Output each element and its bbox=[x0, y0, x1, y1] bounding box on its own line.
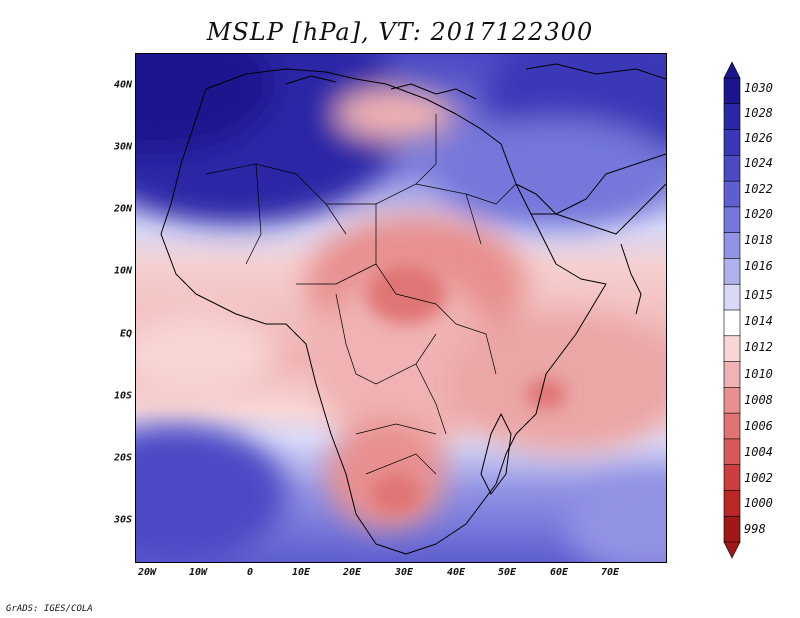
colorbar-label: 1010 bbox=[744, 367, 773, 381]
colorbar-label: 1000 bbox=[744, 496, 773, 510]
y-tick-label: EQ bbox=[119, 328, 132, 340]
colorbar-swatch bbox=[723, 490, 741, 518]
x-tick-label: 30E bbox=[394, 567, 414, 578]
colorbar bbox=[723, 61, 741, 559]
x-tick-label: 50E bbox=[497, 567, 517, 578]
x-tick-label: 70E bbox=[600, 567, 620, 578]
x-tick-label: 60E bbox=[549, 567, 569, 578]
y-tick-label: 10S bbox=[113, 390, 132, 402]
colorbar-label: 1014 bbox=[744, 314, 773, 328]
colorbar-label: 1006 bbox=[744, 419, 773, 433]
colorbar-swatch bbox=[723, 438, 741, 466]
x-tick-label: 10E bbox=[291, 567, 311, 578]
colorbar-label: 1024 bbox=[744, 156, 773, 170]
y-tick-label: 40N bbox=[113, 79, 132, 91]
colorbar-label: 1030 bbox=[744, 81, 773, 95]
colorbar-label: 1018 bbox=[744, 233, 773, 247]
colorbar-swatch bbox=[723, 258, 741, 286]
y-tick-label: 20N bbox=[113, 203, 132, 215]
colorbar-label: 1020 bbox=[744, 207, 773, 221]
x-tick-label: 20E bbox=[342, 567, 362, 578]
pressure-field-map bbox=[136, 54, 666, 562]
colorbar-swatch bbox=[723, 103, 741, 131]
x-tick-label: 10W bbox=[188, 567, 208, 578]
x-tick-label: 20W bbox=[137, 567, 157, 578]
colorbar-min-arrow bbox=[723, 541, 741, 559]
colorbar-label: 1004 bbox=[744, 445, 773, 459]
colorbar-label: 1002 bbox=[744, 471, 773, 485]
y-tick-label: 30S bbox=[113, 514, 132, 526]
colorbar-swatch bbox=[723, 283, 741, 311]
colorbar-label: 1012 bbox=[744, 340, 773, 354]
colorbar-swatch bbox=[723, 361, 741, 389]
colorbar-label: 1022 bbox=[744, 182, 773, 196]
colorbar-swatch bbox=[723, 309, 741, 337]
credit-text: GrADS: IGES/COLA bbox=[6, 604, 93, 614]
colorbar-swatch bbox=[723, 464, 741, 492]
x-tick-label: 0 bbox=[246, 567, 254, 578]
colorbar-label: 1016 bbox=[744, 259, 773, 273]
colorbar-swatch bbox=[723, 155, 741, 182]
colorbar-swatch bbox=[723, 129, 741, 157]
map-panel bbox=[135, 53, 667, 563]
y-tick-label: 30N bbox=[113, 141, 132, 153]
colorbar-swatch bbox=[723, 387, 741, 414]
y-tick-label: 10N bbox=[113, 265, 132, 277]
y-tick-label: 20S bbox=[113, 452, 132, 464]
colorbar-label: 1028 bbox=[744, 106, 773, 120]
country-borders bbox=[205, 114, 517, 475]
colorbar-swatch bbox=[723, 206, 741, 234]
colorbar-label: 1015 bbox=[744, 288, 773, 302]
colorbar-label: 1026 bbox=[744, 131, 773, 145]
colorbar-swatch bbox=[723, 180, 741, 208]
coastlines bbox=[160, 63, 666, 555]
colorbar-swatch bbox=[723, 412, 741, 440]
colorbar-swatch bbox=[723, 335, 741, 363]
colorbar-label: 1008 bbox=[744, 393, 773, 407]
colorbar-swatch bbox=[723, 232, 741, 260]
colorbar-max-arrow bbox=[723, 61, 741, 79]
colorbar-swatch bbox=[723, 515, 741, 543]
colorbar-swatch bbox=[723, 77, 741, 105]
colorbar-label: 998 bbox=[744, 522, 766, 536]
chart-title: MSLP [hPa], VT: 2017122300 bbox=[206, 18, 594, 46]
x-tick-label: 40E bbox=[446, 567, 466, 578]
